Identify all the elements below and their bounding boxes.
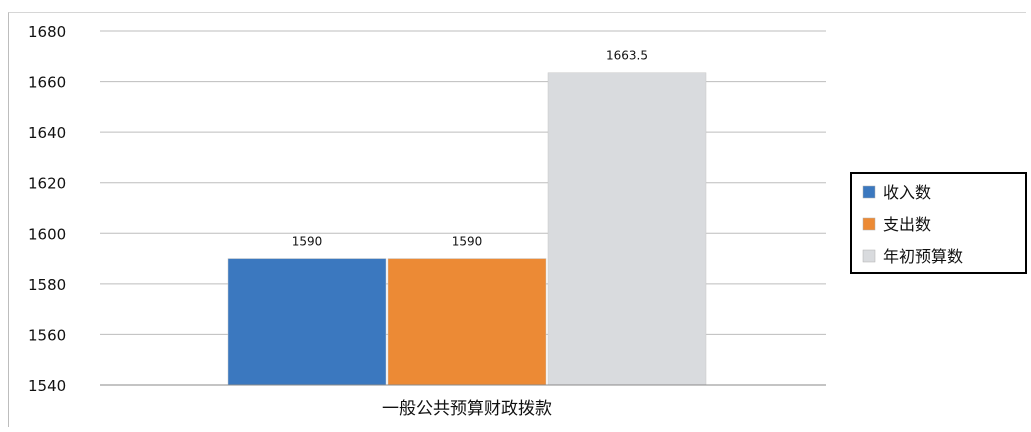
y-tick-label: 1560	[28, 326, 66, 344]
data-labels: 1590 1590 1663.5	[292, 49, 648, 249]
y-tick-label: 1680	[28, 23, 66, 41]
data-label: 1663.5	[606, 49, 648, 63]
y-tick-label: 1600	[28, 225, 66, 243]
legend-swatch	[862, 185, 876, 199]
y-tick-label: 1640	[28, 124, 66, 142]
bar-2	[387, 258, 547, 386]
y-tick-label: 1620	[28, 175, 66, 193]
bar-1	[227, 258, 387, 386]
y-tick-label: 1580	[28, 276, 66, 294]
chart-frame	[8, 12, 1026, 427]
legend-label: 支出数	[883, 215, 931, 234]
y-tick-label: 1540	[28, 377, 66, 395]
legend-box	[850, 172, 1027, 274]
bars	[227, 72, 707, 386]
category-label: 一般公共预算财政拨款	[382, 399, 552, 419]
legend-swatch	[862, 217, 876, 231]
data-label: 1590	[452, 235, 483, 249]
y-axis-ticks: 1540 1560 1580 1600 1620 1640 1660 1680	[28, 23, 66, 395]
legend-label: 收入数	[883, 183, 931, 202]
y-tick-label: 1660	[28, 74, 66, 92]
legend-swatch	[862, 249, 876, 263]
legend-label: 年初预算数	[883, 247, 963, 266]
data-label: 1590	[292, 235, 323, 249]
bar-3	[547, 72, 707, 386]
